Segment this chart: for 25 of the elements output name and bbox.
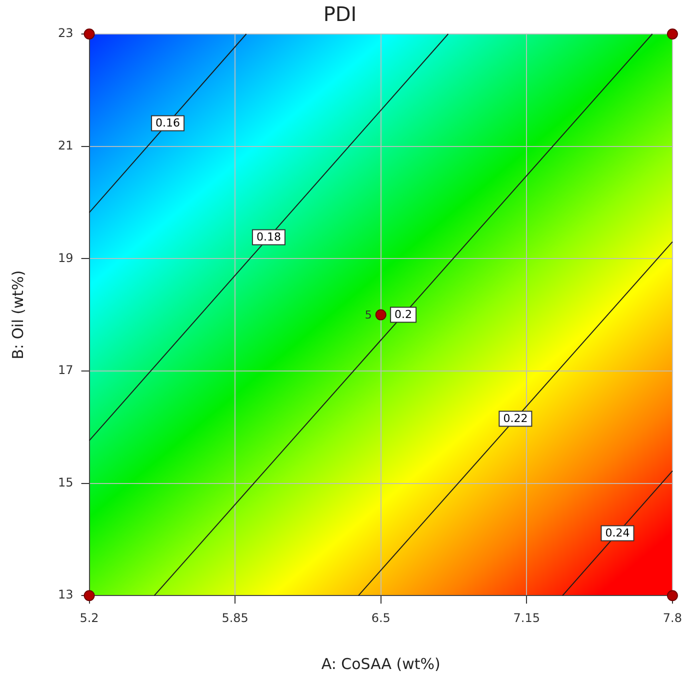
- x-tick-label: 7.15: [513, 610, 540, 625]
- point: [84, 590, 95, 602]
- annotation: 5: [364, 308, 372, 322]
- x-tick-label: 7.8: [662, 610, 682, 625]
- series-label: 0.2: [394, 308, 412, 322]
- point: [666, 590, 678, 602]
- x-tick-label: 5.85: [222, 610, 248, 625]
- point: [375, 309, 386, 320]
- series-label: 0.24: [605, 526, 630, 540]
- y-axis-title: B: Oil (wt%): [8, 270, 27, 360]
- y-tick-label: 19: [58, 250, 74, 265]
- x-tick-label: 6.5: [371, 610, 390, 625]
- series-label: 0.18: [256, 230, 281, 244]
- x-tick-label: 5.2: [80, 610, 99, 625]
- series-label: 0.22: [503, 412, 528, 426]
- chart-title: PDI: [323, 2, 357, 26]
- y-tick-label: 23: [58, 26, 74, 40]
- y-tick-label: 17: [58, 363, 74, 378]
- x-axis-title: A: CoSAA (wt%): [321, 654, 440, 673]
- point: [84, 28, 95, 40]
- point: [666, 28, 678, 40]
- series-label: 0.16: [156, 116, 180, 130]
- y-tick-label: 15: [58, 475, 74, 490]
- y-tick-label: 21: [58, 138, 74, 152]
- y-tick-label: 13: [58, 588, 74, 602]
